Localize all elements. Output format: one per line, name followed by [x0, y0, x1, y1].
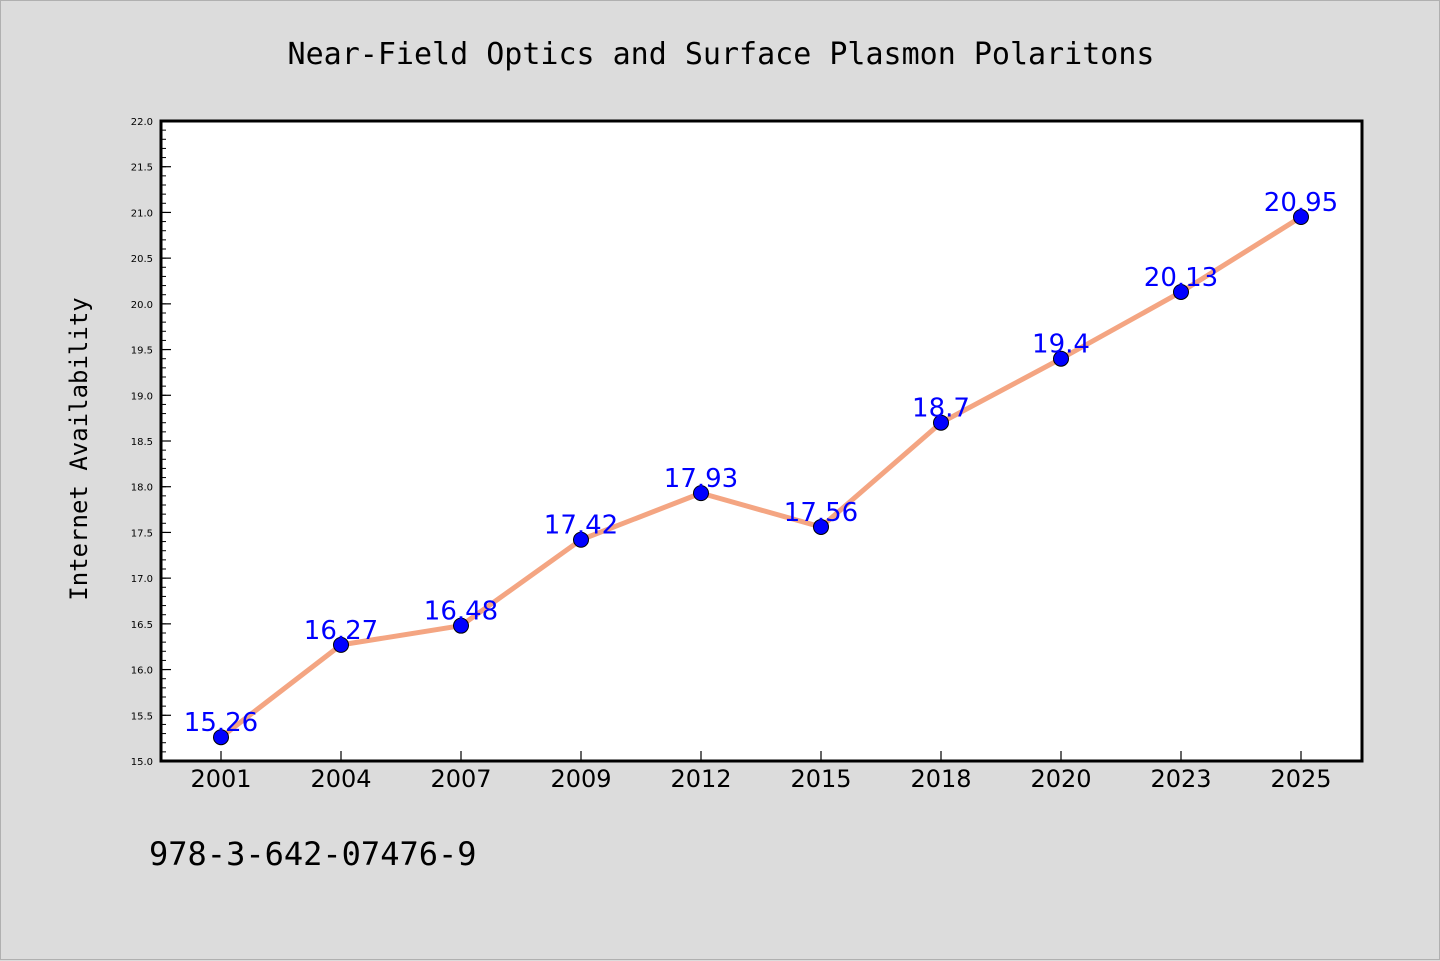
series-line [218, 214, 1304, 740]
x-tick-label: 2015 [790, 765, 851, 793]
y-tick-label: 18.0 [131, 483, 153, 494]
data-point [1293, 209, 1309, 225]
y-tick-label: 19.5 [131, 346, 153, 357]
data-point [933, 414, 949, 431]
isbn-text: 978-3-642-07476-9 [149, 835, 477, 873]
x-tick-label: 2009 [550, 765, 611, 793]
data-label: 16.27 [304, 616, 378, 646]
y-axis-label: Internet Availability [65, 297, 93, 600]
data-point [1173, 283, 1189, 300]
x-tick-label: 2007 [430, 765, 491, 793]
data-point [693, 485, 709, 502]
data-point [213, 729, 229, 746]
y-tick-label: 19.0 [131, 391, 153, 402]
data-point [813, 518, 829, 535]
plot-area [161, 121, 1362, 761]
y-tick-label: 15.5 [131, 711, 153, 722]
data-point [453, 617, 469, 634]
plot-border [159, 119, 1364, 763]
y-tick-label: 17.0 [131, 574, 153, 585]
y-tick-label: 16.0 [131, 666, 153, 677]
series-markers [213, 209, 1309, 746]
x-tick-label: 2018 [910, 765, 971, 793]
y-tick-label: 18.5 [131, 437, 153, 448]
y-tick-label: 21.0 [131, 208, 153, 219]
data-label: 17.42 [544, 511, 618, 541]
x-tick-label: 2004 [310, 765, 371, 793]
y-tick-label: 15.0 [131, 757, 153, 768]
y-tick-label: 17.5 [131, 528, 153, 539]
data-labels: 15.26 16.27 16.48 17.42 17.93 17.56 18.7 19.4 20… [184, 188, 1338, 738]
y-tick-label: 20.5 [131, 254, 153, 265]
data-point [333, 636, 349, 653]
x-tick-label: 2020 [1030, 765, 1091, 793]
data-label: 16.48 [424, 597, 498, 627]
data-label: 17.56 [784, 498, 858, 528]
data-label: 17.93 [664, 464, 738, 494]
x-tick-label: 2025 [1270, 765, 1331, 793]
data-label: 15.26 [184, 708, 258, 738]
data-label: 20.95 [1264, 188, 1338, 218]
data-point [573, 531, 589, 548]
x-tick-label: 2012 [670, 765, 731, 793]
x-tick-label: 2023 [1150, 765, 1211, 793]
data-label: 19.4 [1032, 330, 1090, 360]
y-tick-label: 20.0 [131, 300, 153, 311]
data-point [1053, 350, 1069, 367]
y-axis-ticks: 15.0 15.5 16.0 16.5 17.0 17.5 18.0 18.5 19.0 19.5… [131, 117, 171, 768]
x-tick-label: 2001 [190, 765, 251, 793]
y-tick-label: 16.5 [131, 620, 153, 631]
data-label: 18.7 [912, 394, 970, 424]
y-tick-label: 22.0 [131, 117, 153, 128]
y-tick-label: 21.5 [131, 163, 153, 174]
x-axis-ticks: 2001 2004 2007 2009 2012 2015 2018 2020 2023 2025 [190, 751, 1332, 793]
chart-title: Near-Field Optics and Surface Plasmon Po… [288, 37, 1155, 72]
data-label: 20.13 [1144, 263, 1218, 293]
